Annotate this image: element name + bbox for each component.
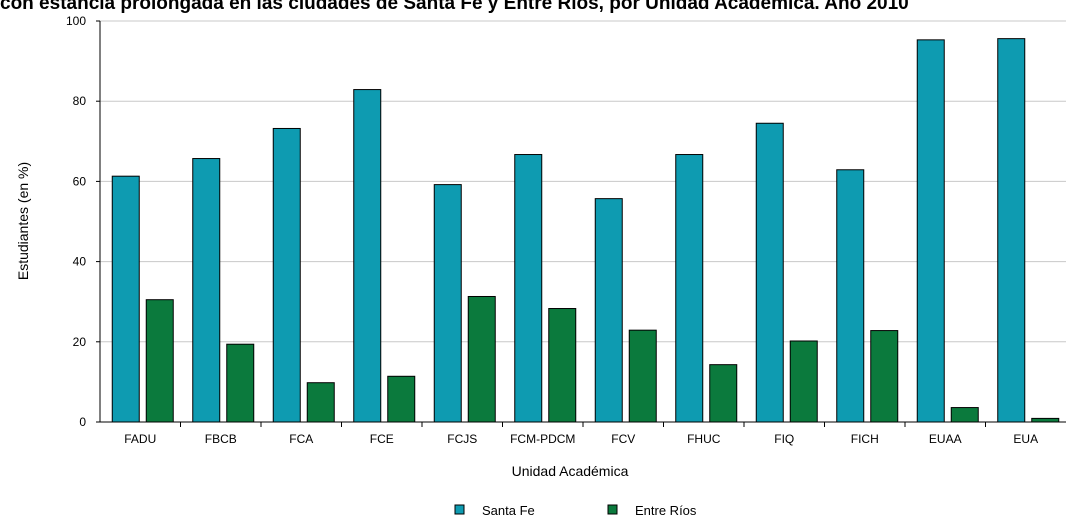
bar-santa-fe [755,122,784,423]
bar-entre-rios [226,343,255,423]
x-axis-title: Unidad Académica [512,463,629,479]
bar-entre-rios [387,375,416,423]
bar-santa-fe [675,154,704,423]
axes [96,20,1066,427]
legend: Santa Fe Entre Ríos [454,503,697,516]
legend-label-entre-rios: Entre Ríos [635,503,697,516]
x-tick-label: EUA [1013,432,1038,446]
x-tick-label: FCE [370,432,394,446]
x-tick-label: FICH [851,432,879,446]
bar-santa-fe [192,158,221,423]
bar-entre-rios [145,299,174,423]
legend-swatch-entre-rios [607,504,618,515]
y-tick-label: 60 [73,174,87,188]
x-tick-label: FHUC [687,432,721,446]
legend-label-santa-fe: Santa Fe [482,503,535,516]
x-tick-label: FCV [611,432,635,446]
tick-labels: 0 20 40 60 80 100 FADU FBCB FCA FCE FCJS FCM-PDCM FC… [66,14,1038,446]
x-tick-label: FCJS [447,432,477,446]
bar-santa-fe [433,184,462,423]
bar-entre-rios [870,330,899,423]
bar-entre-rios [548,308,577,423]
x-tick-label: FBCB [205,432,237,446]
y-tick-label: 0 [79,415,86,429]
bar-santa-fe [353,89,382,423]
chart-title: con estancia prolongada en las ciudades … [0,0,909,14]
bars [111,38,1060,423]
gridlines [100,20,1066,343]
bar-santa-fe [514,154,543,423]
bar-santa-fe [836,169,865,423]
x-tick-label: FCM-PDCM [510,432,575,446]
bar-santa-fe [272,127,301,423]
bar-entre-rios [1031,417,1060,423]
bar-entre-rios [950,407,979,423]
y-tick-label: 100 [66,14,86,28]
y-tick-label: 40 [73,255,87,269]
x-tick-label: FCA [289,432,313,446]
bar-santa-fe [594,198,623,423]
x-tick-label: FADU [124,432,156,446]
y-tick-label: 80 [73,94,87,108]
bar-entre-rios [628,329,657,423]
bar-santa-fe [111,175,140,423]
legend-swatch-santa-fe [454,504,465,515]
bar-entre-rios [467,295,496,423]
bar-entre-rios [709,364,738,423]
x-tick-label: EUAA [929,432,962,446]
y-axis-title: Estudiantes (en %) [15,162,31,280]
bar-entre-rios [306,382,335,423]
bar-entre-rios [789,340,818,423]
y-tick-label: 20 [73,335,87,349]
x-tick-label: FIQ [774,432,794,446]
bar-santa-fe [916,39,945,423]
bar-santa-fe [997,38,1026,423]
